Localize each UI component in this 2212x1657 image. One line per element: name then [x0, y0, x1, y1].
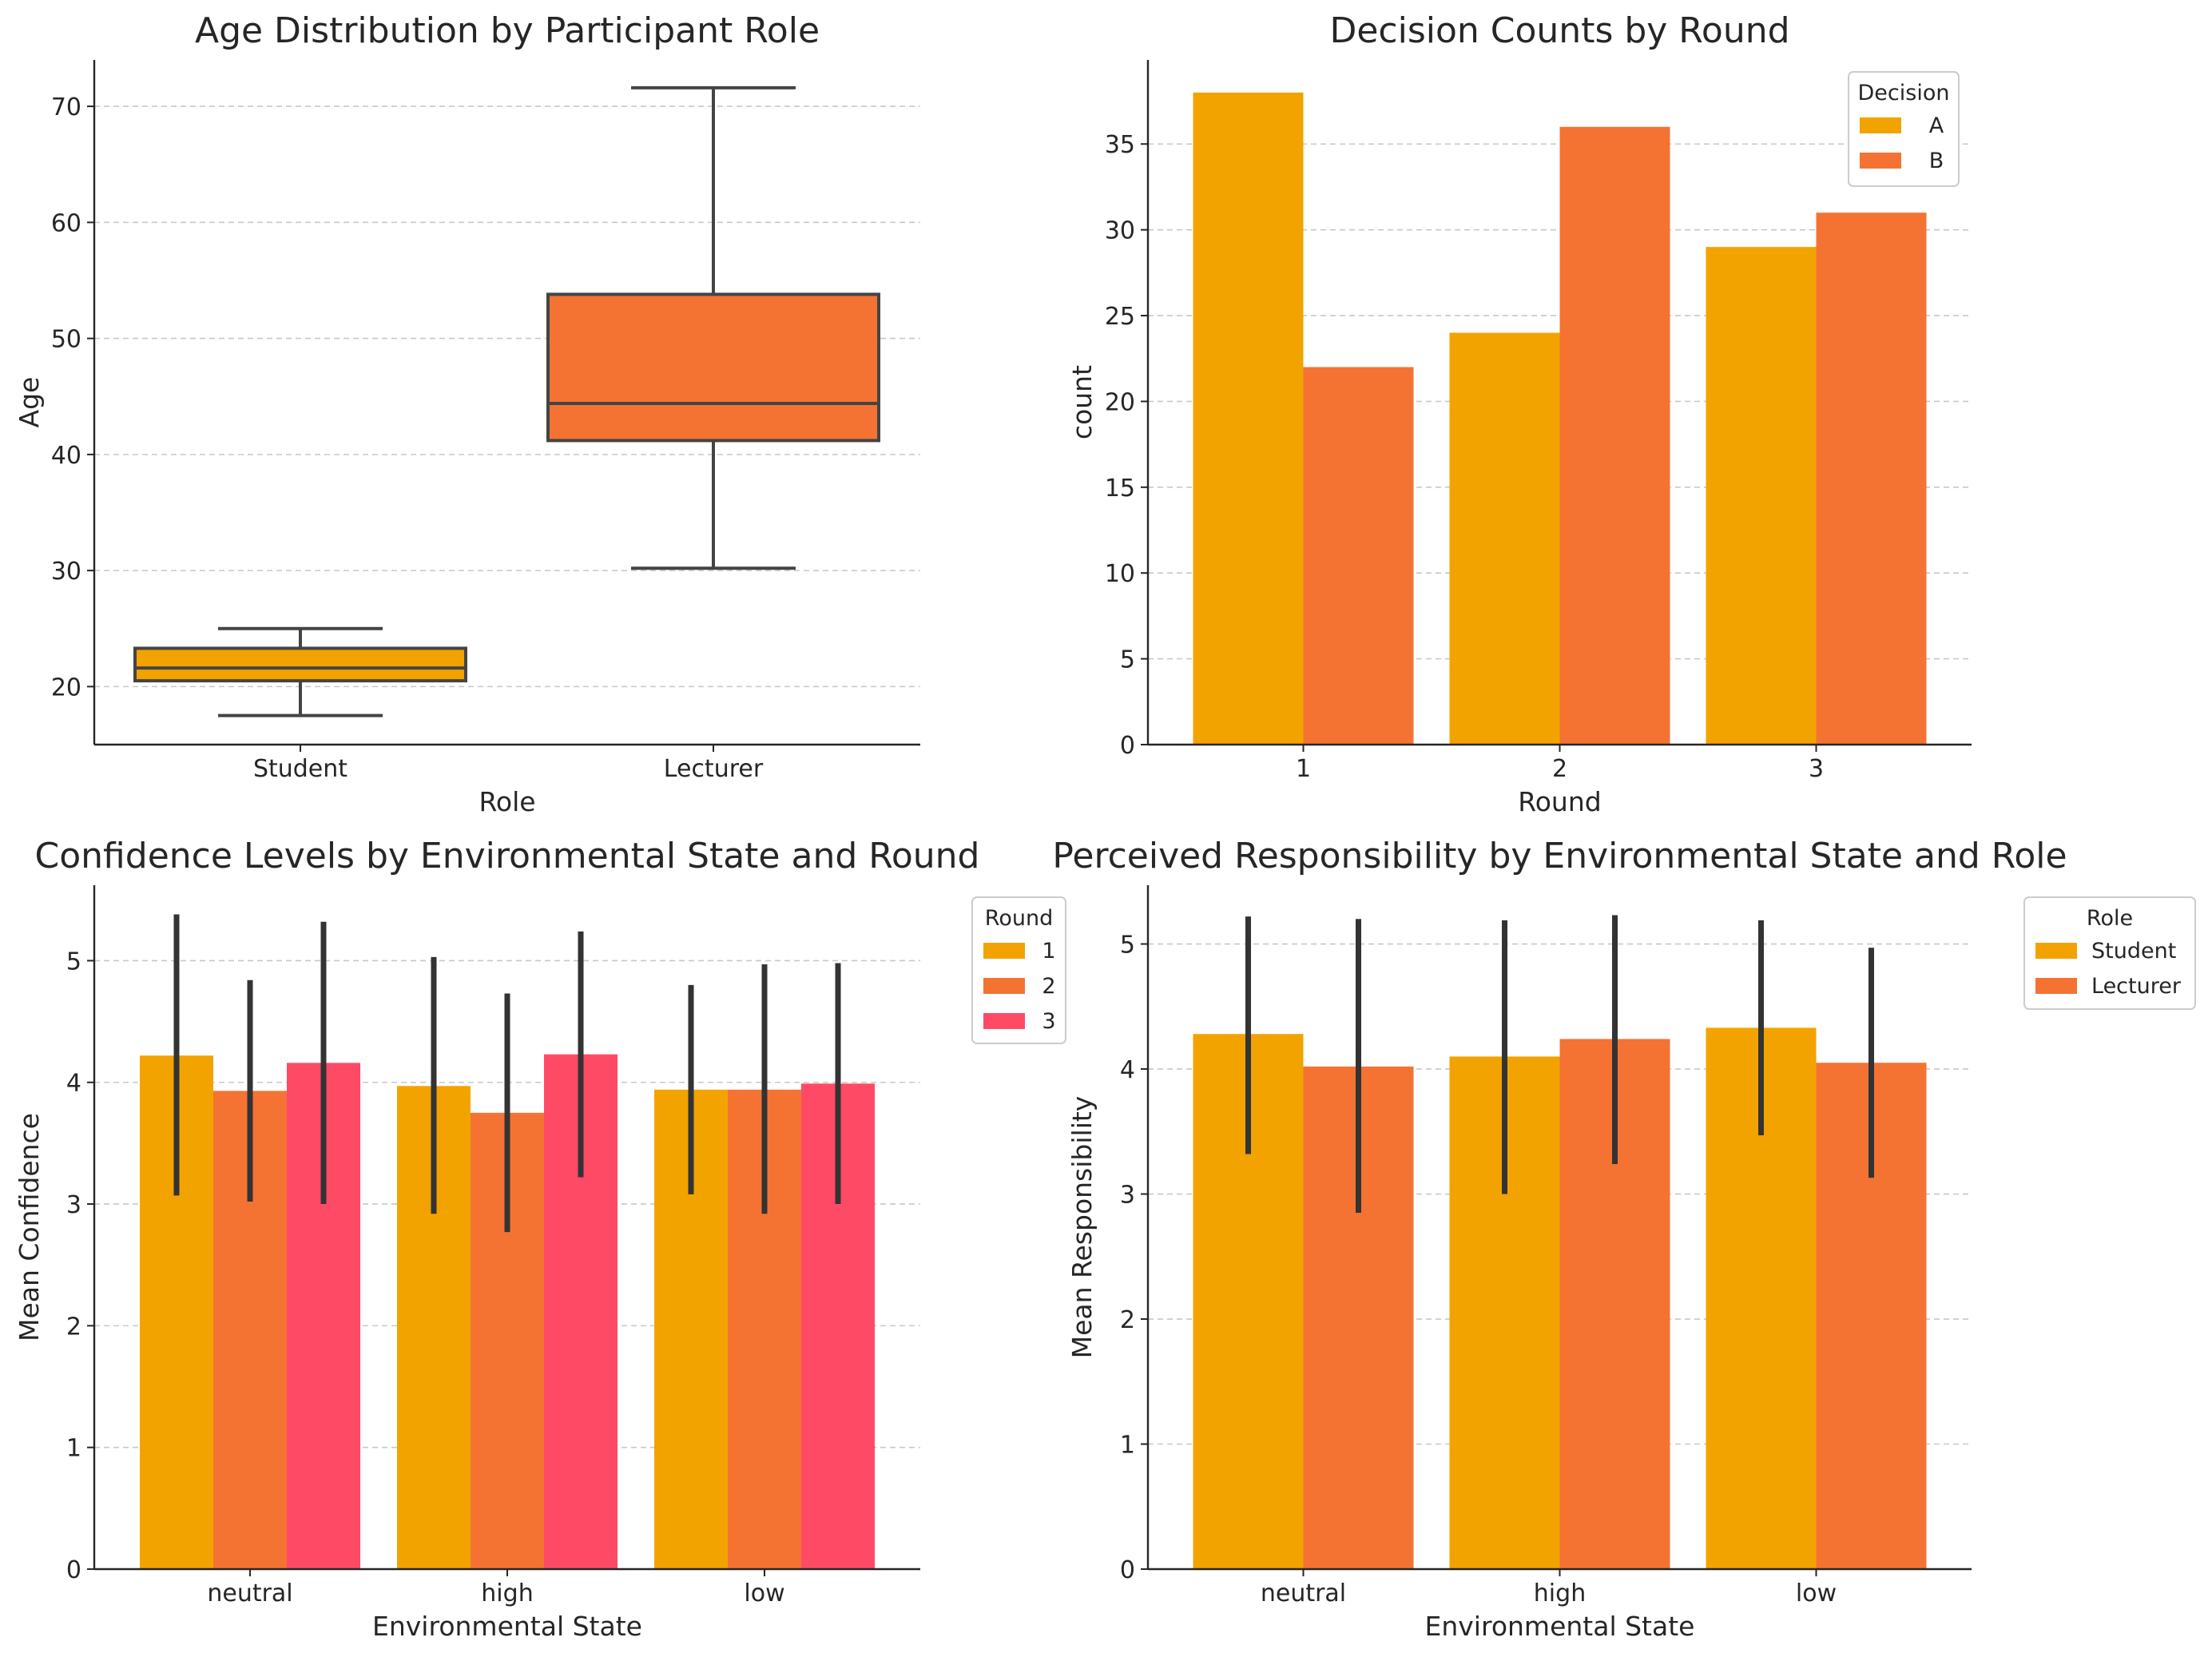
y-tick-label: 2: [66, 1313, 81, 1341]
legend-swatch: [2035, 943, 2077, 959]
chart-title: Decision Counts by Round: [1329, 10, 1789, 51]
y-tick-label: 15: [1105, 475, 1135, 503]
y-tick-label: 3: [66, 1191, 81, 1219]
y-axis-label: Mean Confidence: [14, 1113, 45, 1341]
bar: [1303, 367, 1414, 745]
x-axis-label: Role: [479, 786, 535, 817]
y-tick-label: 40: [51, 442, 81, 470]
y-tick-label: 70: [51, 93, 81, 121]
y-tick-label: 25: [1105, 303, 1135, 331]
x-tick-label: 3: [1809, 755, 1824, 783]
legend-entry: Student: [2091, 939, 2176, 964]
bar: [1706, 247, 1817, 745]
legend-title: Round: [985, 906, 1053, 931]
y-tick-label: 4: [66, 1070, 81, 1098]
box: [546, 292, 880, 443]
y-tick-label: 60: [51, 209, 81, 237]
legend-title: Role: [2087, 906, 2133, 931]
y-tick-label: 4: [1120, 1056, 1135, 1084]
x-axis-label: Round: [1518, 786, 1601, 817]
y-tick-label: 2: [1120, 1306, 1135, 1334]
y-tick-label: 5: [66, 948, 81, 976]
y-tick-label: 3: [1120, 1182, 1135, 1210]
chart-title: Confidence Levels by Environmental State…: [35, 836, 980, 876]
x-tick-label: Lecturer: [664, 755, 764, 783]
y-tick-label: 0: [66, 1556, 81, 1584]
x-tick-label: low: [744, 1580, 784, 1607]
age-distribution-panel: 20 30 40 50 60 70 Age Distribution by Particip…: [14, 10, 920, 817]
legend-swatch: [983, 943, 1025, 959]
legend-swatch: [983, 1013, 1025, 1029]
legend-entry: A: [1929, 113, 1944, 138]
x-tick-label: neutral: [207, 1580, 292, 1607]
y-axis-label: Mean Responsibility: [1066, 1096, 1098, 1359]
x-axis-label: Environmental State: [1425, 1611, 1695, 1642]
box: [133, 646, 467, 683]
decision-counts-panel: 0 5 10 15 20 25 30 35 Decision Counts by Round Ro…: [1066, 10, 1972, 817]
chart-title: Perceived Responsibility by Environmenta…: [1052, 836, 2067, 876]
perceived-responsibility-panel: 0 1 2 3 4 5 Perceived Responsibility by Enviro…: [1052, 836, 2196, 1642]
x-tick-label: neutral: [1261, 1580, 1346, 1607]
legend-title: Decision: [1858, 81, 1950, 105]
y-tick-label: 0: [1120, 1556, 1135, 1584]
y-tick-label: 50: [51, 326, 81, 354]
y-tick-label: 20: [51, 674, 81, 701]
legend-swatch: [983, 978, 1025, 994]
legend-entry: 3: [1042, 1009, 1055, 1034]
bar: [1559, 126, 1670, 745]
x-tick-label: Student: [253, 755, 347, 783]
legend-swatch: [2035, 978, 2077, 994]
bar: [1816, 213, 1927, 745]
y-tick-label: 10: [1105, 560, 1135, 588]
x-tick-label: 2: [1552, 755, 1567, 783]
y-axis-label: count: [1066, 365, 1098, 439]
bar: [1193, 92, 1304, 745]
y-tick-label: 35: [1105, 131, 1135, 159]
x-tick-label: high: [481, 1580, 533, 1607]
y-tick-label: 1: [66, 1435, 81, 1463]
legend-entry: 1: [1042, 939, 1055, 964]
x-axis-label: Environmental State: [372, 1611, 642, 1642]
legend-swatch: [1860, 117, 1901, 133]
legend-entry: Lecturer: [2091, 974, 2182, 999]
bar: [1449, 332, 1560, 745]
confidence-levels-panel: 0 1 2 3 4 5 Confidence Levels by Environmental…: [14, 836, 1066, 1642]
y-tick-label: 5: [1120, 932, 1135, 960]
x-tick-label: high: [1534, 1580, 1586, 1607]
y-tick-label: 5: [1120, 646, 1135, 674]
legend-swatch: [1860, 153, 1901, 169]
y-tick-label: 20: [1105, 388, 1135, 416]
y-tick-label: 30: [1105, 217, 1135, 245]
y-axis-label: Age: [14, 377, 45, 428]
y-tick-label: 30: [51, 558, 81, 586]
x-tick-label: low: [1796, 1580, 1837, 1607]
y-tick-label: 1: [1120, 1432, 1135, 1460]
legend-box: [971, 896, 1066, 1044]
chart-title: Age Distribution by Participant Role: [195, 10, 820, 51]
x-tick-label: 1: [1296, 755, 1311, 783]
y-tick-label: 0: [1120, 732, 1135, 760]
legend-entry: 2: [1042, 974, 1055, 999]
legend-entry: B: [1929, 149, 1944, 173]
